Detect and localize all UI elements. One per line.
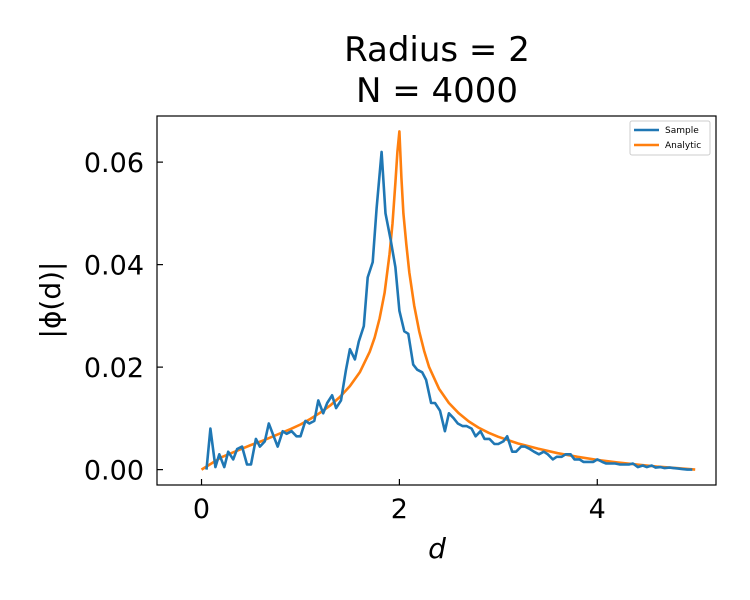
legend-label-sample: Sample	[665, 126, 699, 136]
legend-label-analytic: Analytic	[665, 141, 701, 151]
x-tick-label: 2	[391, 494, 408, 525]
axes-frame	[156, 115, 717, 486]
series-layer	[200, 130, 696, 471]
y-tick-label: 0.04	[84, 251, 144, 282]
x-tick-label: 0	[193, 494, 210, 525]
x-ticks: 0 2 4	[193, 479, 606, 525]
y-tick-label: 0.00	[84, 456, 144, 487]
x-axis-label: d	[428, 532, 446, 565]
y-tick-label: 0.06	[84, 148, 144, 179]
plot-area: 0 2 4 0.00 0.02 0.04 0.06	[84, 115, 717, 525]
y-tick-label: 0.02	[84, 353, 144, 384]
chart-title-line1: Radius = 2	[344, 30, 530, 70]
series-line-sample	[205, 150, 693, 471]
legend: Sample Analytic	[629, 120, 711, 156]
y-axis-label: |ϕ(d)|	[34, 262, 67, 339]
y-ticks: 0.00 0.02 0.04 0.06	[84, 148, 163, 487]
chart-title-line2: N = 4000	[356, 71, 518, 111]
x-tick-label: 4	[589, 494, 606, 525]
